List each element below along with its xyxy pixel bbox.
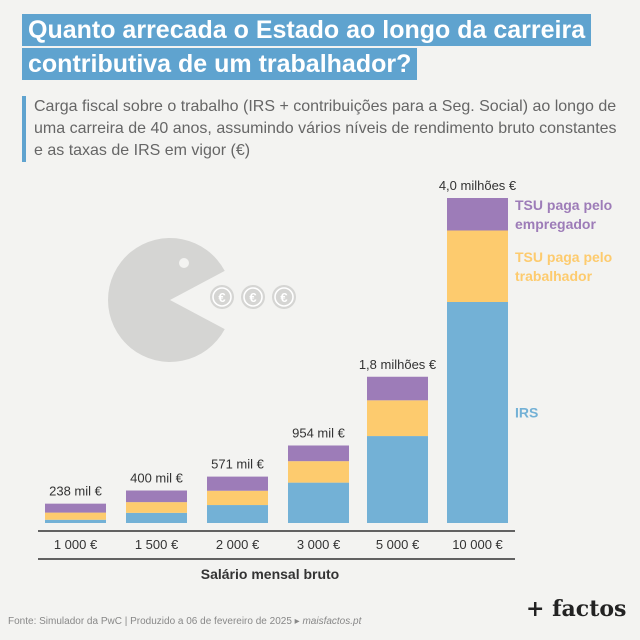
bar-total-label: 4,0 milhões € xyxy=(439,178,517,193)
euro-coin-symbol: € xyxy=(280,290,287,305)
pacman-body xyxy=(108,238,225,362)
bar-segment-tsu-empregador xyxy=(367,376,428,401)
bar-total-label: 1,8 milhões € xyxy=(359,357,437,372)
bar-segment-irs xyxy=(447,302,508,523)
bar-segment-tsu-empregador xyxy=(126,490,187,503)
bar-segment-irs xyxy=(367,436,428,523)
bar-segment-tsu-trabalhador xyxy=(45,512,106,520)
footer-source: Fonte: Simulador da PwC | Produzido a 06… xyxy=(8,616,303,627)
bar-segment-tsu-empregador xyxy=(45,503,106,513)
series-label: TSU paga pelo empregador xyxy=(515,197,612,232)
euro-coin-symbol: € xyxy=(218,290,225,305)
bar-total-label: 571 mil € xyxy=(211,457,265,472)
x-tick-label: 10 000 € xyxy=(452,537,503,552)
bar-segment-irs xyxy=(45,519,106,523)
bar-total-label: 954 mil € xyxy=(292,425,346,440)
bar-segment-tsu-trabalhador xyxy=(126,502,187,513)
series-label: IRS xyxy=(515,405,538,421)
euro-coin-symbol: € xyxy=(249,290,256,305)
x-axis-title: Salário mensal bruto xyxy=(201,566,339,582)
bar-segment-tsu-empregador xyxy=(447,198,508,231)
bar-segment-irs xyxy=(126,512,187,523)
x-tick-label: 1 000 € xyxy=(54,537,98,552)
series-label: TSU paga pelo trabalhador xyxy=(515,249,612,284)
brand-logo: + factos xyxy=(526,596,627,622)
euro-coin-ring xyxy=(243,287,263,307)
bar-segment-irs xyxy=(288,482,349,523)
subtitle: Carga fiscal sobre o trabalho (IRS + con… xyxy=(22,96,624,162)
bar-segment-tsu-empregador xyxy=(288,445,349,462)
x-tick-label: 1 500 € xyxy=(135,537,179,552)
footer: Fonte: Simulador da PwC | Produzido a 06… xyxy=(8,616,361,627)
x-tick-label: 2 000 € xyxy=(216,537,260,552)
pacman-icon: € € € xyxy=(108,238,296,362)
bar-segment-tsu-trabalhador xyxy=(447,230,508,302)
bar-segment-tsu-trabalhador xyxy=(367,400,428,437)
bar-segment-irs xyxy=(207,505,268,523)
title-line-2: contributiva de um trabalhador? xyxy=(22,48,418,80)
bar-total-label: 238 mil € xyxy=(49,484,103,499)
euro-coin-ring xyxy=(212,287,232,307)
bar-segment-tsu-empregador xyxy=(207,476,268,491)
title-line-1: Quanto arrecada o Estado ao longo da car… xyxy=(22,14,592,46)
euro-coin-icon: € xyxy=(272,285,296,309)
euro-coin-icon: € xyxy=(210,285,234,309)
euro-coin-icon: € xyxy=(241,285,265,309)
euro-coin-ring xyxy=(274,287,294,307)
pacman-eye xyxy=(179,258,189,268)
bar-segment-tsu-trabalhador xyxy=(207,490,268,506)
x-tick-label: 3 000 € xyxy=(297,537,341,552)
bar-total-label: 400 mil € xyxy=(130,471,184,486)
bar-segment-tsu-trabalhador xyxy=(288,461,349,483)
footer-site-link[interactable]: maisfactos.pt xyxy=(302,616,362,627)
x-tick-label: 5 000 € xyxy=(376,537,420,552)
title: Quanto arrecada o Estado ao longo da car… xyxy=(22,14,622,82)
